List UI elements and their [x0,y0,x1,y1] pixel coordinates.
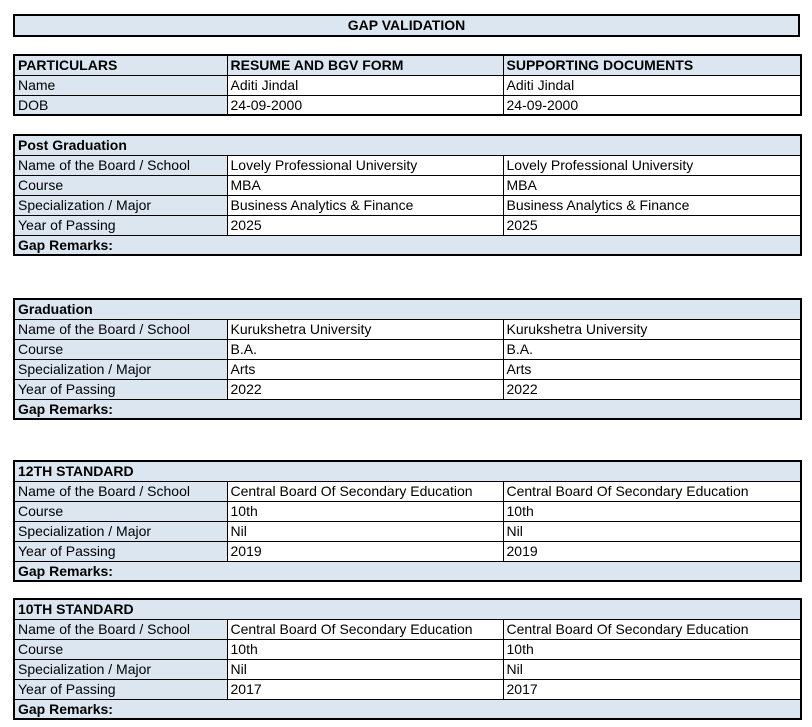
row-label-course: Course [13,174,228,196]
section-table-12th-standard: 12TH STANDARD Name of the Board / School… [13,460,803,582]
gap-remarks-row: Gap Remarks: [13,560,802,582]
year-resume-value: 2019 [226,540,504,562]
row-label-board-school: Name of the Board / School [13,154,228,176]
table-row: Course MBA MBA [13,174,802,196]
row-label-dob: DOB [13,94,228,116]
specialization-resume-value: Nil [226,520,504,542]
specialization-resume-value: Arts [226,358,504,380]
gap-remarks-row: Gap Remarks: [13,234,802,256]
board-supporting-value: Kurukshetra University [502,318,802,340]
section-header-row: 12TH STANDARD [13,460,802,482]
row-label-year-of-passing: Year of Passing [13,378,228,400]
section-title-10th-standard: 10TH STANDARD [13,598,802,620]
table-row: Name of the Board / School Central Board… [13,618,802,640]
row-label-board-school: Name of the Board / School [13,318,228,340]
course-supporting-value: MBA [502,174,802,196]
particulars-table: PARTICULARS RESUME AND BGV FORM SUPPORTI… [13,54,802,116]
table-row: Course 10th 10th [13,638,802,660]
table-row: Year of Passing 2017 2017 [13,678,802,700]
section-header-row: 10TH STANDARD [13,598,802,620]
course-supporting-value: 10th [502,638,802,660]
table-row: Specialization / Major Business Analytic… [13,194,802,216]
row-label-board-school: Name of the Board / School [13,618,228,640]
column-header-supporting-docs: SUPPORTING DOCUMENTS [502,54,802,76]
table-row: Name of the Board / School Kurukshetra U… [13,318,802,340]
table-row: Name of the Board / School Lovely Profes… [13,154,802,176]
document-title: GAP VALIDATION [13,14,800,37]
table-row: Specialization / Major Nil Nil [13,520,802,542]
table-row: Specialization / Major Nil Nil [13,658,802,680]
gap-remarks-label: Gap Remarks: [13,698,802,720]
specialization-resume-value: Nil [226,658,504,680]
course-resume-value: B.A. [226,338,504,360]
board-resume-value: Central Board Of Secondary Education [226,480,504,502]
course-resume-value: MBA [226,174,504,196]
course-supporting-value: B.A. [502,338,802,360]
board-resume-value: Lovely Professional University [226,154,504,176]
table-row: DOB 24-09-2000 24-09-2000 [13,94,802,116]
specialization-supporting-value: Nil [502,658,802,680]
particulars-header-row: PARTICULARS RESUME AND BGV FORM SUPPORTI… [13,54,802,76]
row-label-specialization: Specialization / Major [13,658,228,680]
table-row: Course B.A. B.A. [13,338,802,360]
specialization-supporting-value: Arts [502,358,802,380]
column-header-resume-bgv: RESUME AND BGV FORM [226,54,504,76]
section-table-post-graduation: Post Graduation Name of the Board / Scho… [13,134,803,256]
section-title-graduation: Graduation [13,298,802,320]
table-row: Year of Passing 2022 2022 [13,378,802,400]
year-supporting-value: 2022 [502,378,802,400]
section-header-row: Graduation [13,298,802,320]
table-row: Name Aditi Jindal Aditi Jindal [13,74,802,96]
row-label-board-school: Name of the Board / School [13,480,228,502]
board-resume-value: Kurukshetra University [226,318,504,340]
table-row: Name of the Board / School Central Board… [13,480,802,502]
course-resume-value: 10th [226,638,504,660]
dob-supporting-value: 24-09-2000 [502,94,802,116]
row-label-specialization: Specialization / Major [13,194,228,216]
gap-remarks-row: Gap Remarks: [13,698,802,720]
row-label-specialization: Specialization / Major [13,358,228,380]
year-supporting-value: 2019 [502,540,802,562]
column-header-particulars: PARTICULARS [13,54,228,76]
section-title-post-graduation: Post Graduation [13,134,802,156]
gap-remarks-label: Gap Remarks: [13,560,802,582]
gap-remarks-label: Gap Remarks: [13,398,802,420]
row-label-year-of-passing: Year of Passing [13,540,228,562]
table-row: Year of Passing 2025 2025 [13,214,802,236]
row-label-course: Course [13,338,228,360]
row-label-year-of-passing: Year of Passing [13,678,228,700]
name-supporting-value: Aditi Jindal [502,74,802,96]
table-row: Specialization / Major Arts Arts [13,358,802,380]
specialization-supporting-value: Nil [502,520,802,542]
row-label-year-of-passing: Year of Passing [13,214,228,236]
row-label-course: Course [13,500,228,522]
name-resume-value: Aditi Jindal [226,74,504,96]
row-label-course: Course [13,638,228,660]
row-label-specialization: Specialization / Major [13,520,228,542]
dob-resume-value: 24-09-2000 [226,94,504,116]
table-row: Year of Passing 2019 2019 [13,540,802,562]
specialization-resume-value: Business Analytics & Finance [226,194,504,216]
year-supporting-value: 2025 [502,214,802,236]
course-supporting-value: 10th [502,500,802,522]
board-supporting-value: Lovely Professional University [502,154,802,176]
board-resume-value: Central Board Of Secondary Education [226,618,504,640]
section-header-row: Post Graduation [13,134,802,156]
section-table-graduation: Graduation Name of the Board / School Ku… [13,298,803,420]
year-resume-value: 2025 [226,214,504,236]
row-label-name: Name [13,74,228,96]
gap-remarks-label: Gap Remarks: [13,234,802,256]
section-table-10th-standard: 10TH STANDARD Name of the Board / School… [13,598,803,720]
board-supporting-value: Central Board Of Secondary Education [502,480,802,502]
year-resume-value: 2022 [226,378,504,400]
section-title-12th-standard: 12TH STANDARD [13,460,802,482]
year-resume-value: 2017 [226,678,504,700]
specialization-supporting-value: Business Analytics & Finance [502,194,802,216]
board-supporting-value: Central Board Of Secondary Education [502,618,802,640]
gap-remarks-row: Gap Remarks: [13,398,802,420]
year-supporting-value: 2017 [502,678,802,700]
table-row: Course 10th 10th [13,500,802,522]
course-resume-value: 10th [226,500,504,522]
